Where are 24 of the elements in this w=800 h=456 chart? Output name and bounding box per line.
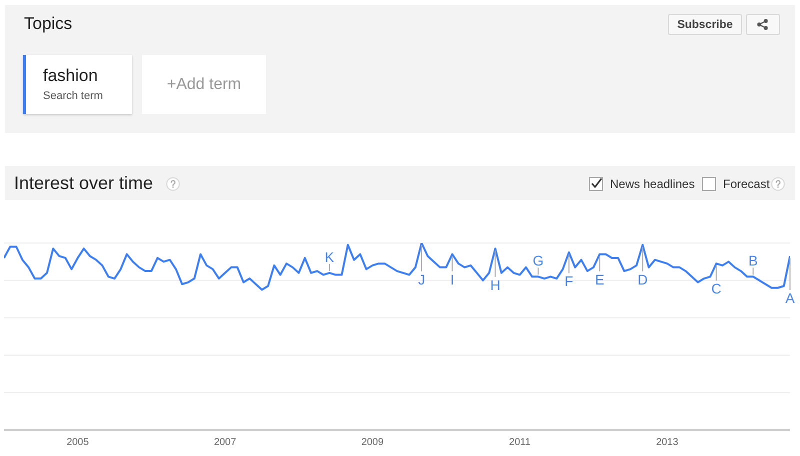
x-tick-label: 2007	[214, 437, 237, 448]
chart-title: Interest over time	[14, 173, 154, 194]
annotation: E	[594, 271, 604, 288]
text: fashion	[43, 66, 98, 86]
text: Forecast	[723, 177, 770, 191]
x-tick-label: 2011	[509, 437, 531, 448]
annotation: I	[450, 271, 454, 288]
x-tick-label: 2013	[656, 437, 679, 448]
x-tick-label: 2005	[66, 437, 90, 448]
annotation: D	[638, 271, 648, 288]
text: Topics	[24, 14, 72, 34]
annotation: J	[418, 271, 426, 288]
annotation: B	[748, 252, 758, 269]
annotation: K	[324, 248, 335, 265]
annotation: G	[532, 252, 544, 269]
annotation: F	[564, 273, 574, 290]
annotation: A	[785, 290, 796, 306]
text: Search term	[43, 89, 103, 103]
add-term-field: +Add term	[142, 55, 266, 114]
subscribe-button: Subscribe	[668, 14, 742, 35]
annotation: H	[490, 276, 500, 293]
text: News headlines	[610, 177, 695, 191]
annotation: C	[711, 280, 722, 297]
x-tick-label: 2009	[361, 437, 384, 448]
